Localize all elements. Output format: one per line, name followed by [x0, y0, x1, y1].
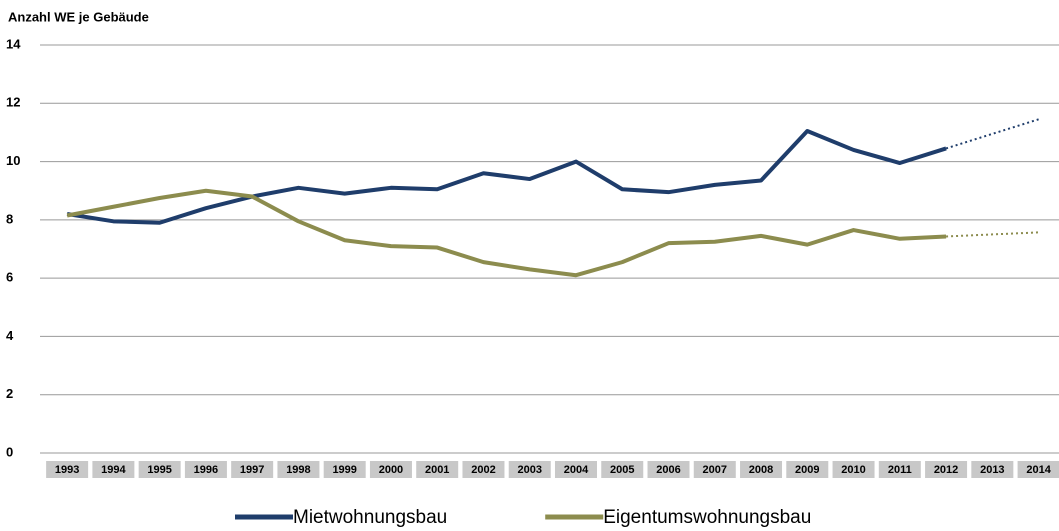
- series-line: [66, 128, 947, 225]
- x-tick-bg: [1017, 461, 1059, 478]
- x-tick-bg: [369, 461, 412, 478]
- y-tick-label: 4: [6, 328, 14, 343]
- x-tick-bg: [462, 461, 505, 478]
- legend-label: Mietwohnungsbau: [293, 507, 447, 528]
- y-tick-label: 12: [6, 95, 20, 110]
- x-tick-bg: [786, 461, 829, 478]
- x-tick-label: 2002: [471, 464, 495, 476]
- x-tick-label: 2005: [610, 464, 634, 476]
- x-tick-bg: [647, 461, 690, 478]
- y-tick-label: 6: [6, 270, 13, 285]
- x-tick-bg: [92, 461, 135, 478]
- x-tick-bg: [323, 461, 366, 478]
- x-tick-bg: [277, 461, 320, 478]
- legend-label: Eigentumswohnungsbau: [603, 507, 811, 528]
- x-tick-bg: [46, 461, 89, 478]
- y-tick-label: 10: [6, 153, 20, 168]
- x-tick-label: 1996: [194, 464, 218, 476]
- x-tick-bg: [925, 461, 968, 478]
- y-tick-label: 14: [6, 36, 21, 51]
- x-tick-label: 1998: [286, 464, 310, 476]
- x-tick-label: 2012: [934, 464, 958, 476]
- x-tick-bg: [138, 461, 181, 478]
- x-tick-bg: [971, 461, 1014, 478]
- y-tick-label: 8: [6, 211, 13, 226]
- y-tick-label: 2: [6, 386, 13, 401]
- x-tick-bg: [554, 461, 597, 478]
- x-tick-bg: [416, 461, 459, 478]
- x-tick-bg: [740, 461, 783, 478]
- x-tick-bg: [231, 461, 274, 478]
- x-tick-label: 2011: [888, 464, 912, 476]
- trend-line: [945, 118, 1039, 150]
- x-tick-label: 1994: [101, 464, 126, 476]
- x-tick-label: 2009: [795, 464, 819, 476]
- series-line: [66, 188, 947, 278]
- x-tick-label: 2007: [703, 464, 727, 476]
- x-tick-bg: [508, 461, 551, 478]
- x-tick-label: 2013: [980, 464, 1004, 476]
- x-tick-label: 1997: [240, 464, 264, 476]
- x-tick-label: 2000: [379, 464, 403, 476]
- x-tick-label: 2008: [749, 464, 773, 476]
- x-tick-bg: [878, 461, 921, 478]
- x-tick-label: 2006: [656, 464, 680, 476]
- x-tick-bg: [601, 461, 644, 478]
- x-tick-label: 2004: [564, 464, 589, 476]
- x-tick-label: 2010: [841, 464, 865, 476]
- chart-title: Anzahl WE je Gebäude: [8, 9, 149, 24]
- x-tick-label: 1999: [332, 464, 356, 476]
- x-tick-label: 2014: [1026, 464, 1051, 476]
- x-tick-label: 1995: [147, 464, 171, 476]
- y-tick-label: 0: [6, 444, 13, 459]
- x-tick-bg: [184, 461, 227, 478]
- x-tick-bg: [832, 461, 875, 478]
- x-tick-label: 1993: [55, 464, 79, 476]
- x-tick-bg: [693, 461, 736, 478]
- x-tick-label: 2001: [425, 464, 449, 476]
- trend-line: [946, 231, 1039, 238]
- x-tick-label: 2003: [517, 464, 541, 476]
